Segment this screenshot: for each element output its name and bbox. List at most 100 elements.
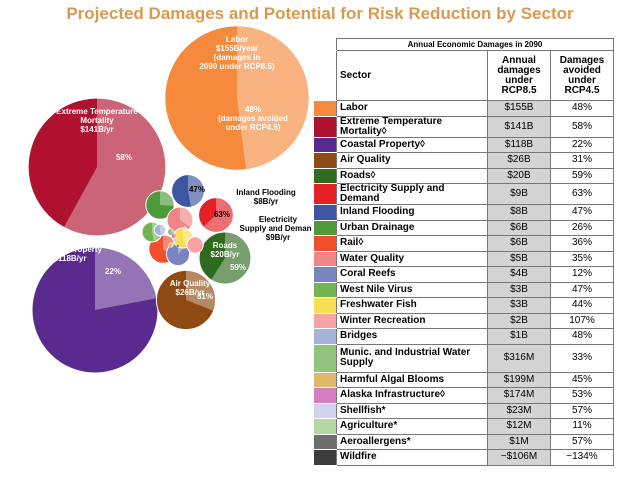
label-line: $20B/yr — [211, 250, 240, 259]
label-line: Mortality — [80, 116, 114, 125]
table-row: Coral Reefs $4B 12% — [314, 266, 614, 283]
color-swatch — [314, 313, 337, 329]
label-line: under RCP4.5) — [225, 123, 280, 132]
avoided: 22% — [550, 136, 614, 153]
damages: $174M — [487, 387, 551, 404]
label-line: Inland Flooding — [236, 188, 296, 197]
avoided: 12% — [550, 266, 614, 283]
sector-name: Munic. and Industrial Water Supply — [336, 343, 488, 373]
bubble — [155, 269, 217, 331]
label-line: Supply and Demand — [240, 224, 312, 233]
color-swatch — [314, 152, 337, 169]
color-swatch — [314, 266, 337, 283]
avoided: 31% — [550, 152, 614, 169]
label-line: $9B/yr — [266, 233, 290, 242]
color-swatch — [314, 344, 337, 373]
bubble-label: 31% — [197, 292, 213, 301]
sector-name: Winter Recreation — [336, 312, 488, 329]
label-line: Coastal Property — [38, 245, 103, 254]
color-swatch — [314, 100, 337, 117]
damages: $9B — [487, 183, 551, 205]
sector-name: Air Quality — [336, 152, 488, 169]
label-line: 59% — [230, 263, 246, 272]
bubble — [186, 236, 204, 254]
sector-name: Extreme Temperature Mortality◊ — [336, 115, 488, 138]
label-line: Air Quality — [170, 279, 211, 288]
avoided: 48% — [550, 100, 614, 117]
avoided-slice — [184, 226, 187, 230]
avoided-slice — [203, 197, 234, 233]
bubble-label: 58% — [116, 153, 132, 162]
color-swatch — [314, 183, 337, 205]
sector-name: Wildfire — [336, 449, 488, 466]
label-line: 58% — [116, 153, 132, 162]
table-row: Labor $155B 48% — [314, 100, 614, 117]
table-row: Munic. and Industrial Water Supply $316M 3… — [314, 343, 614, 373]
table-row: Bridges $1B 48% — [314, 328, 614, 345]
spacer — [314, 50, 337, 101]
sector-name: Coastal Property◊ — [336, 136, 488, 153]
bubble-label: 47% — [189, 185, 205, 194]
avoided-slice — [63, 98, 166, 236]
sector-name: Aeroallergens* — [336, 433, 488, 450]
avoided-slice — [171, 242, 174, 248]
avoided-slice — [95, 246, 157, 310]
damages: $3B — [487, 281, 551, 298]
label-line: (damages in — [214, 53, 261, 62]
bubble — [171, 233, 177, 239]
bubble-label: Inland Flooding $8B/yr — [236, 188, 296, 206]
table-row: Agriculture* $12M 11% — [314, 418, 614, 435]
avoided-slice — [188, 174, 205, 208]
title: Projected Damages and Potential for Risk… — [66, 4, 574, 23]
avoided-slice — [175, 238, 176, 240]
table-row: Harmful Algal Blooms $199M 45% — [314, 371, 614, 388]
table-caption: Annual Economic Damages in 2090 — [336, 38, 614, 51]
table-row: Inland Flooding $8B 47% — [314, 204, 614, 221]
bubble — [198, 197, 234, 233]
color-swatch — [314, 137, 337, 153]
bubble-label: 63% — [214, 210, 230, 219]
label-line: 22% — [105, 267, 121, 276]
bubble-label: Air Quality $26B/yr — [170, 279, 211, 297]
avoided-slice — [160, 224, 166, 236]
damages: $26B — [487, 152, 551, 169]
avoided: 45% — [550, 371, 614, 388]
color-swatch — [314, 449, 337, 466]
avoided: 48% — [550, 328, 614, 345]
avoided-slice — [211, 232, 251, 284]
avoided-slice — [237, 25, 310, 170]
damages: $1B — [487, 328, 551, 345]
avoided: 35% — [550, 250, 614, 267]
table-row: Water Quality $5B 35% — [314, 250, 614, 267]
color-swatch — [314, 204, 337, 221]
bubble — [173, 238, 177, 242]
sector-name: Bridges — [336, 328, 488, 345]
color-swatch — [314, 387, 337, 404]
sector-name: Rail◊ — [336, 235, 488, 252]
avoided: 107% — [550, 312, 614, 329]
avoided: 47% — [550, 281, 614, 298]
avoided: 53% — [550, 387, 614, 404]
damages: $141B — [487, 115, 551, 138]
damages: −$106M — [487, 449, 551, 466]
sector-name: Harmful Algal Blooms — [336, 371, 488, 388]
color-swatch — [314, 251, 337, 267]
damages: $3B — [487, 297, 551, 314]
label-line: $155B/year — [216, 44, 258, 53]
avoided-slice — [180, 207, 193, 228]
table-row: Extreme Temperature Mortality◊ $141B 58% — [314, 115, 614, 138]
damages: $6B — [487, 235, 551, 252]
damages: $20B — [487, 167, 551, 184]
label-line: 48% — [245, 105, 261, 114]
color-swatch — [314, 282, 337, 298]
bubble — [176, 244, 180, 248]
bubble — [167, 228, 175, 236]
sector-name: Water Quality — [336, 250, 488, 267]
table-row: Rail◊ $6B 36% — [314, 235, 614, 252]
avoided: 36% — [550, 235, 614, 252]
label-line: Labor — [226, 35, 248, 44]
sector-name: West Nile Virus — [336, 281, 488, 298]
bubble-label: Extreme Temperature Mortality $141B/yr — [56, 107, 138, 134]
sector-name: Alaska Infrastructure◊ — [336, 387, 488, 404]
